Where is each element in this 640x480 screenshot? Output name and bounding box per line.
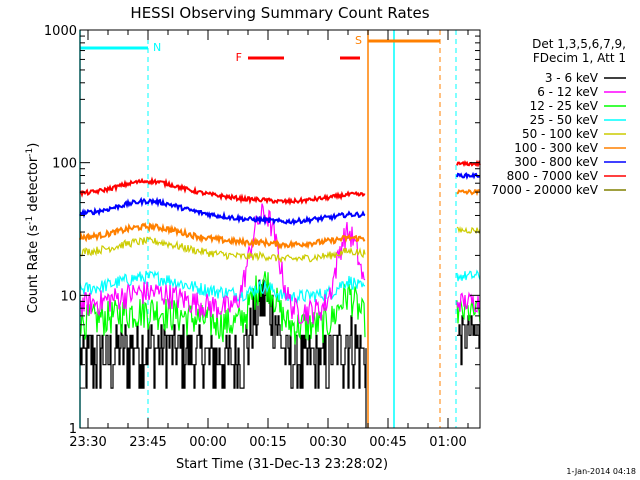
- y-axis-label: Count Rate (s-1 detector-1): [25, 143, 41, 314]
- y-tick-label: 1: [69, 422, 77, 437]
- annotation-label-f: F: [236, 51, 242, 64]
- x-tick-label: 00:30: [309, 435, 346, 450]
- legend-label: 12 - 25 keV: [530, 99, 599, 113]
- series-line-100-300-kev-seg-1: [456, 188, 481, 197]
- x-axis-label: Start Time (31-Dec-13 23:28:02): [176, 457, 388, 472]
- x-tick-label: 00:45: [369, 435, 406, 450]
- plot-frame: [79, 29, 481, 429]
- series-line-25-50-kev-seg-0: [79, 270, 366, 306]
- legend-label: 7000 - 20000 keV: [491, 183, 598, 197]
- series-line-800-7000-kev-seg-0: [79, 176, 366, 206]
- annotation-label-n: N: [153, 41, 161, 54]
- series-line-300-800-kev-seg-0: [79, 196, 366, 227]
- series-line-6-12-kev-seg-0: [79, 203, 366, 325]
- x-tick-label: 23:30: [69, 435, 106, 450]
- legend-label: 25 - 50 keV: [530, 113, 599, 127]
- annotation-label-s: S: [355, 34, 362, 47]
- series-line-100-300-kev-seg-0: [79, 222, 366, 251]
- generation-timestamp: 1-Jan-2014 04:18: [566, 467, 636, 476]
- series-line-800-7000-kev-seg-1: [456, 159, 481, 168]
- legend-header-line-2: FDecim 1, Att 1: [533, 51, 626, 65]
- series-line-25-50-kev-seg-1: [456, 269, 481, 282]
- series-line-12-25-kev-seg-0: [79, 271, 366, 345]
- legend-label: 100 - 300 keV: [514, 141, 598, 155]
- legend-label: 6 - 12 keV: [537, 85, 599, 99]
- legend-label: 800 - 7000 keV: [507, 169, 599, 183]
- y-tick-label: 1000: [44, 24, 77, 39]
- y-tick-label: 100: [52, 157, 77, 172]
- legend-label: 3 - 6 keV: [545, 71, 599, 85]
- x-tick-label: 23:45: [129, 435, 166, 450]
- legend-header-line-1: Det 1,3,5,6,7,9,: [532, 37, 626, 51]
- series-line-3-6-kev-seg-1: [457, 315, 480, 366]
- chart-title: HESSI Observing Summary Count Rates: [130, 4, 429, 22]
- legend-label: 300 - 800 keV: [514, 155, 598, 169]
- legend: Det 1,3,5,6,7,9, FDecim 1, Att 1 3 - 6 k…: [491, 37, 626, 197]
- series-line-50-100-kev-seg-0: [79, 236, 366, 263]
- series-line-6-12-kev-seg-1: [456, 291, 481, 313]
- x-tick-label: 00:15: [249, 435, 286, 450]
- legend-label: 50 - 100 keV: [522, 127, 599, 141]
- y-tick-label: 10: [60, 289, 77, 304]
- series-line-300-800-kev-seg-1: [456, 171, 481, 180]
- series-line-3-6-kev-seg-0: [80, 279, 366, 389]
- x-tick-label: 01:00: [429, 435, 466, 450]
- x-tick-label: 00:00: [189, 435, 226, 450]
- plot-area: N F S 1 10 100 1000 23:30 23:45 00:00 00:15 00:30 00…: [44, 24, 481, 450]
